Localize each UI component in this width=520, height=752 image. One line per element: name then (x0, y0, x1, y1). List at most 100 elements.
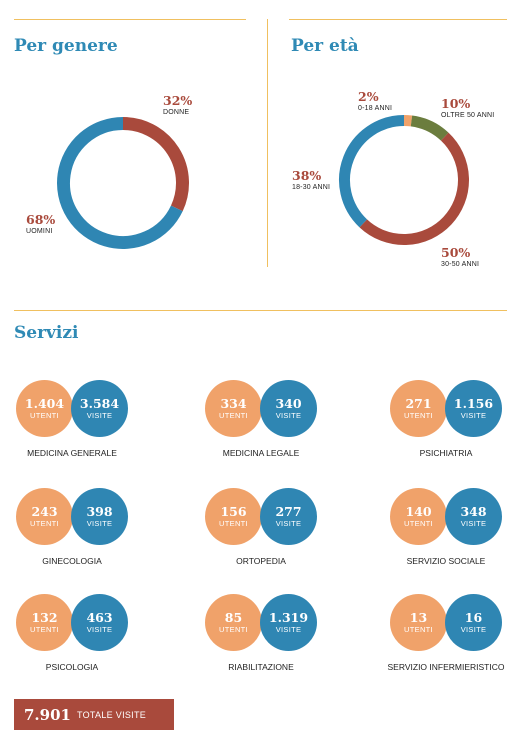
service-name: MEDICINA GENERALE (27, 448, 117, 458)
service-visits-value: 340 (275, 396, 302, 411)
service-card: 132 UTENTI 463 VISITE PSICOLOGIA (16, 594, 136, 694)
service-users-circle: 85 UTENTI (205, 594, 262, 651)
service-visits-circle: 3.584 VISITE (71, 380, 128, 437)
total-visits-value: 7.901 (24, 705, 71, 724)
service-visits-label: VISITE (86, 519, 113, 528)
service-visits-value: 398 (86, 504, 113, 519)
service-card: 243 UTENTI 398 VISITE GINECOLOGIA (16, 488, 136, 588)
service-visits-circle: 1.156 VISITE (445, 380, 502, 437)
services-title: Servizi (14, 323, 79, 343)
service-visits-value: 3.584 (79, 396, 120, 411)
donut-slice-donne (122, 117, 189, 212)
service-users-label: UTENTI (404, 519, 433, 528)
service-users-circle: 13 UTENTI (390, 594, 447, 651)
gender-label-donne: DONNE (163, 109, 190, 116)
gender-label-donne-pct: 32% (163, 93, 193, 108)
service-visits-value: 463 (86, 610, 113, 625)
service-users-value: 243 (31, 504, 58, 519)
service-users-label: UTENTI (30, 411, 59, 420)
service-name: PSICOLOGIA (45, 662, 99, 672)
service-card: 334 UTENTI 340 VISITE MEDICINA LEGALE (205, 380, 325, 480)
service-visits-label: VISITE (275, 519, 302, 528)
age-label-over50-pct: 10% (441, 96, 471, 111)
divider-top-right (289, 19, 507, 20)
service-visits-circle: 1.319 VISITE (260, 594, 317, 651)
donut-slice-oltre-50-anni (410, 115, 449, 141)
donut-slice-18-30-anni (339, 115, 405, 228)
service-visits-circle: 463 VISITE (71, 594, 128, 651)
age-title: Per età (291, 36, 359, 56)
service-card: 271 UTENTI 1.156 VISITE PSICHIATRIA (390, 380, 510, 480)
service-users-label: UTENTI (30, 625, 59, 634)
service-users-circle: 271 UTENTI (390, 380, 447, 437)
age-label-18-30: 18-30 ANNI (292, 184, 331, 191)
service-name: MEDICINA LEGALE (222, 448, 300, 458)
service-users-circle: 243 UTENTI (16, 488, 73, 545)
service-users-label: UTENTI (404, 411, 433, 420)
service-users-value: 334 (220, 396, 247, 411)
service-visits-label: VISITE (460, 411, 487, 420)
service-users-circle: 1.404 UTENTI (16, 380, 73, 437)
service-visits-circle: 348 VISITE (445, 488, 502, 545)
service-users-label: UTENTI (219, 625, 248, 634)
service-card: 156 UTENTI 277 VISITE ORTOPEDIA (205, 488, 325, 588)
service-users-value: 13 (409, 610, 428, 625)
service-users-circle: 132 UTENTI (16, 594, 73, 651)
service-visits-label: VISITE (275, 625, 302, 634)
gender-title: Per genere (14, 36, 118, 56)
service-card: 140 UTENTI 348 VISITE SERVIZIO SOCIALE (390, 488, 510, 588)
gender-donut-chart (57, 117, 189, 249)
service-visits-circle: 277 VISITE (260, 488, 317, 545)
service-visits-value: 277 (275, 504, 302, 519)
service-name: SERVIZIO SOCIALE (406, 556, 486, 566)
divider-vertical (267, 19, 268, 267)
age-label-30-50-pct: 50% (441, 245, 471, 260)
age-label-over50: OLTRE 50 ANNI (441, 112, 495, 119)
gender-label-uomini: UOMINI (26, 228, 53, 235)
divider-services (14, 310, 507, 311)
service-users-circle: 156 UTENTI (205, 488, 262, 545)
service-visits-label: VISITE (86, 411, 113, 420)
service-users-value: 85 (224, 610, 243, 625)
service-name: GINECOLOGIA (42, 556, 102, 566)
service-name: ORTOPEDIA (236, 556, 286, 566)
service-visits-value: 1.319 (268, 610, 309, 625)
service-visits-circle: 398 VISITE (71, 488, 128, 545)
service-name: RIABILITAZIONE (228, 662, 294, 672)
donut-slice-30-50-anni (359, 132, 469, 245)
service-visits-label: VISITE (460, 519, 487, 528)
service-users-circle: 140 UTENTI (390, 488, 447, 545)
service-visits-circle: 16 VISITE (445, 594, 502, 651)
service-name: SERVIZIO INFERMIERISTICO (387, 662, 505, 672)
service-users-value: 132 (31, 610, 58, 625)
service-name: PSICHIATRIA (419, 448, 473, 458)
service-users-value: 156 (220, 504, 247, 519)
total-visits-box: 7.901 TOTALE VISITE (14, 699, 174, 730)
age-label-30-50: 30-50 ANNI (441, 261, 480, 268)
service-users-label: UTENTI (219, 519, 248, 528)
service-visits-label: VISITE (86, 625, 113, 634)
service-visits-value: 1.156 (453, 396, 494, 411)
service-visits-value: 16 (464, 610, 483, 625)
service-users-circle: 334 UTENTI (205, 380, 262, 437)
divider-top-left (14, 19, 246, 20)
service-card: 1.404 UTENTI 3.584 VISITE MEDICINA GENERALE (16, 380, 136, 480)
service-visits-circle: 340 VISITE (260, 380, 317, 437)
service-users-value: 140 (405, 504, 432, 519)
service-users-label: UTENTI (404, 625, 433, 634)
service-visits-value: 348 (460, 504, 487, 519)
service-visits-label: VISITE (460, 625, 487, 634)
service-users-value: 271 (405, 396, 432, 411)
gender-label-uomini-pct: 68% (26, 212, 56, 227)
total-visits-label: TOTALE VISITE (76, 709, 147, 720)
service-visits-label: VISITE (275, 411, 302, 420)
service-card: 85 UTENTI 1.319 VISITE RIABILITAZIONE (205, 594, 325, 694)
age-label-18-30-pct: 38% (292, 168, 322, 183)
service-users-value: 1.404 (24, 396, 65, 411)
age-donut-chart (339, 115, 469, 245)
service-card: 13 UTENTI 16 VISITE SERVIZIO INFERMIERISTICO (388, 594, 510, 694)
donut-slice-uomini (57, 117, 183, 249)
age-label-0-18: 0-18 ANNI (358, 105, 393, 112)
service-users-label: UTENTI (219, 411, 248, 420)
age-label-0-18-pct: 2% (358, 89, 379, 104)
